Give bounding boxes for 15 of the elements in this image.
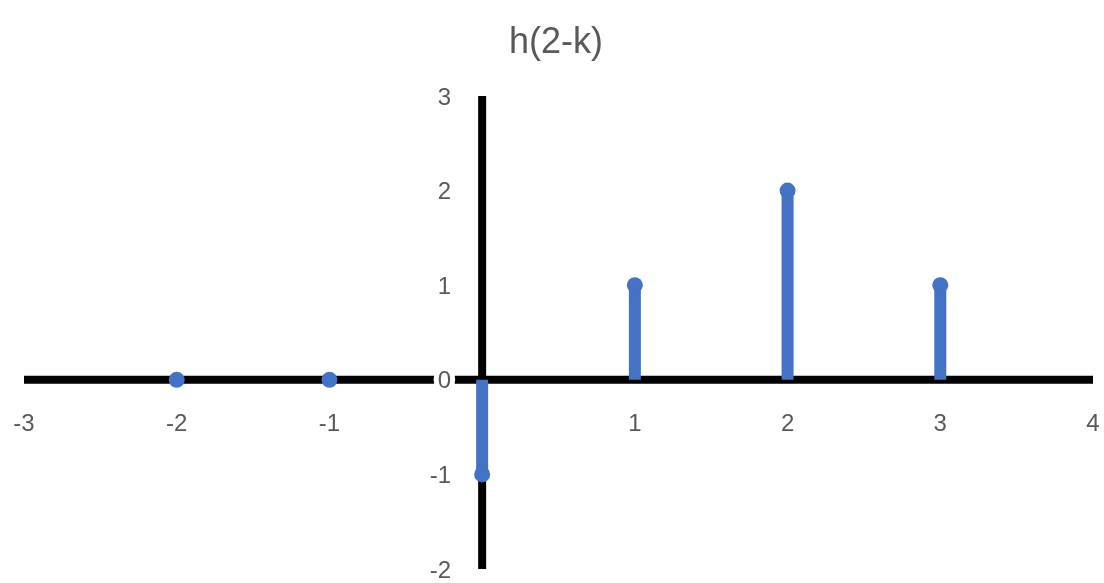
x-tick-label: -1 xyxy=(318,409,341,437)
x-tick-label: -3 xyxy=(13,409,35,437)
x-tick-label: 2 xyxy=(780,409,795,437)
chart-title: h(2-k) xyxy=(508,19,604,61)
y-tick-label: -2 xyxy=(429,555,452,583)
x-tick-label: 4 xyxy=(1086,409,1100,437)
point xyxy=(474,466,491,483)
x-tick-label: 3 xyxy=(933,409,947,437)
y-tick-label: 1 xyxy=(437,271,452,299)
y-tick-label: 2 xyxy=(437,177,452,205)
y-tick-label: 3 xyxy=(437,82,452,110)
x-tick-label: 1 xyxy=(628,409,642,437)
x-tick-label: -2 xyxy=(166,409,188,437)
point xyxy=(779,182,796,199)
y-tick-label: -1 xyxy=(429,460,452,488)
